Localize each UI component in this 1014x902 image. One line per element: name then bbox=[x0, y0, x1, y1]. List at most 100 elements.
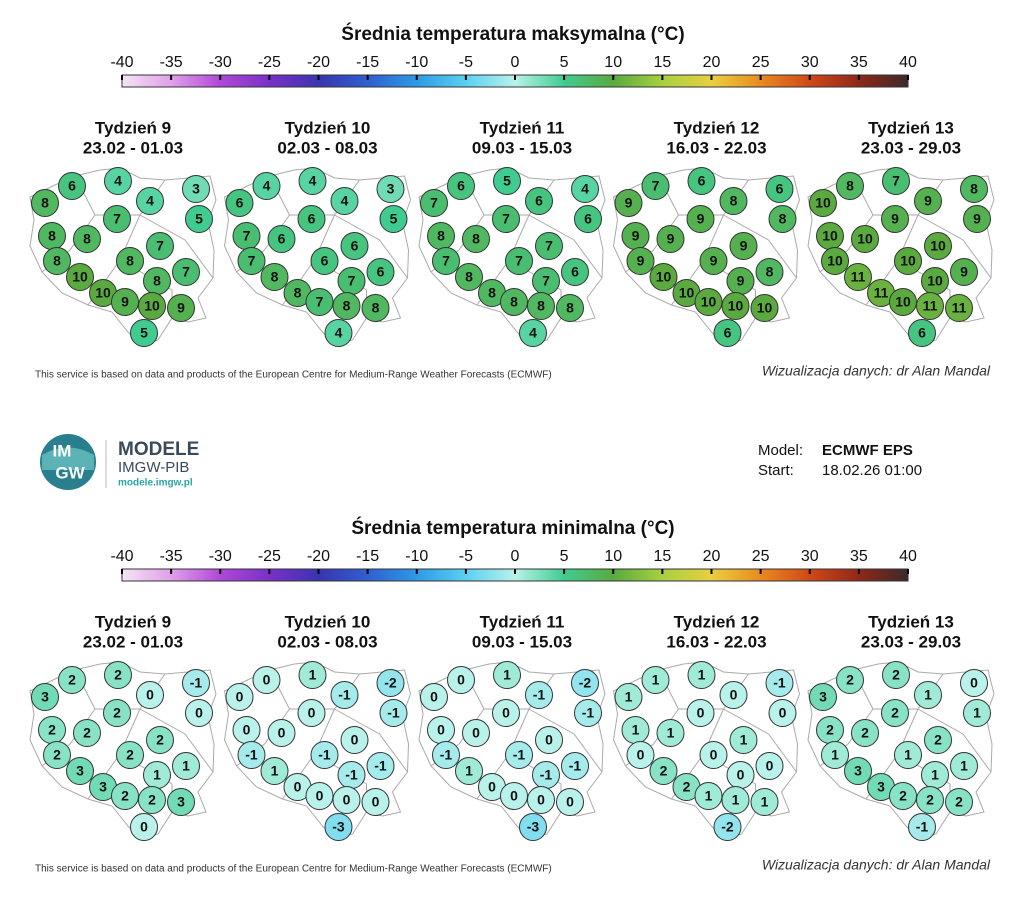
week-dates: 09.03 - 15.03 bbox=[472, 632, 572, 651]
value-label: 8 bbox=[510, 294, 518, 310]
value-circle bbox=[687, 661, 716, 689]
value-circle bbox=[908, 319, 936, 347]
value-circle bbox=[889, 782, 917, 810]
colorbar-tick-label: -10 bbox=[405, 548, 428, 565]
value-label: 10 bbox=[930, 238, 946, 254]
colorbar-tick-label: 25 bbox=[752, 548, 770, 565]
value-label: 1 bbox=[931, 767, 939, 783]
panel-title: Średnia temperatura maksymalna (°C) bbox=[341, 23, 684, 45]
value-label: -1 bbox=[387, 705, 400, 721]
value-label: 0 bbox=[637, 747, 645, 763]
value-label: 0 bbox=[566, 794, 574, 810]
value-circle bbox=[963, 205, 991, 233]
value-circle bbox=[297, 205, 326, 233]
start: 18.02.26 01:00 bbox=[822, 462, 922, 479]
colorbar-tick-label: -10 bbox=[405, 54, 428, 71]
value-circle bbox=[656, 225, 685, 253]
value-label: 3 bbox=[854, 763, 862, 779]
value-label: 7 bbox=[442, 253, 450, 269]
value-circle bbox=[116, 741, 144, 769]
value-circle bbox=[462, 225, 490, 253]
value-label: 1 bbox=[625, 689, 633, 705]
value-circle bbox=[310, 247, 339, 275]
value-label: 10 bbox=[927, 273, 943, 289]
value-label: 4 bbox=[581, 181, 589, 197]
value-circle bbox=[719, 187, 748, 215]
value-label: 1 bbox=[667, 725, 675, 741]
value-label: 8 bbox=[730, 193, 738, 209]
value-circle bbox=[881, 205, 909, 233]
value-circle bbox=[252, 172, 281, 200]
value-circle bbox=[237, 247, 266, 275]
logo-wave bbox=[42, 447, 94, 470]
value-label: 0 bbox=[472, 725, 480, 741]
value-circle bbox=[641, 666, 670, 694]
value-label: 0 bbox=[430, 689, 438, 705]
value-label: 7 bbox=[316, 294, 324, 310]
value-circle bbox=[729, 726, 758, 754]
value-label: 8 bbox=[53, 253, 61, 269]
value-label: 8 bbox=[271, 269, 279, 285]
value-circle bbox=[447, 172, 475, 200]
colorbar-tick-label: 0 bbox=[511, 548, 520, 565]
value-circle bbox=[571, 669, 599, 697]
value-label: 6 bbox=[351, 238, 359, 254]
value-circle bbox=[111, 782, 139, 810]
value-label: 8 bbox=[437, 228, 445, 244]
value-circle bbox=[493, 661, 521, 689]
colorbar-tick-label: -35 bbox=[160, 548, 183, 565]
colorbar-tick-label: 35 bbox=[850, 54, 868, 71]
value-label: 7 bbox=[156, 238, 164, 254]
colorbar-tick-label: 25 bbox=[752, 54, 770, 71]
value-circle bbox=[66, 757, 94, 785]
value-label: 8 bbox=[566, 300, 574, 316]
value-circle bbox=[768, 699, 797, 727]
week-dates: 02.03 - 08.03 bbox=[277, 632, 377, 651]
value-circle bbox=[914, 187, 942, 215]
value-circle bbox=[881, 699, 909, 727]
value-circle bbox=[626, 247, 655, 275]
value-label: 3 bbox=[387, 181, 395, 197]
value-circle bbox=[340, 232, 369, 260]
value-circle bbox=[527, 292, 555, 320]
value-label: 7 bbox=[243, 228, 251, 244]
value-circle bbox=[851, 719, 879, 747]
value-label: 2 bbox=[846, 672, 854, 688]
value-label: 6 bbox=[377, 264, 385, 280]
value-label: 6 bbox=[584, 211, 592, 227]
value-label: 10 bbox=[757, 300, 773, 316]
value-circle bbox=[851, 225, 879, 253]
value-circle bbox=[298, 167, 327, 195]
value-label: 10 bbox=[679, 285, 695, 301]
value-label: -2 bbox=[579, 675, 592, 691]
colorbar-tick-label: -5 bbox=[459, 54, 473, 71]
value-label: 7 bbox=[892, 173, 900, 189]
value-circle bbox=[614, 683, 643, 711]
value-circle bbox=[260, 757, 289, 785]
value-circle bbox=[330, 681, 359, 709]
week-dates: 02.03 - 08.03 bbox=[277, 138, 377, 157]
value-label: 1 bbox=[761, 794, 769, 810]
value-label: 0 bbox=[294, 779, 302, 795]
value-circle bbox=[894, 247, 922, 275]
colorbar-tick-label: -25 bbox=[258, 54, 281, 71]
value-circle bbox=[136, 187, 164, 215]
value-label: 6 bbox=[68, 178, 76, 194]
value-label: -1 bbox=[569, 758, 582, 774]
value-circle bbox=[146, 232, 174, 260]
value-label: 0 bbox=[488, 779, 496, 795]
value-circle bbox=[556, 294, 584, 322]
value-label: -3 bbox=[527, 819, 540, 835]
value-label: 0 bbox=[730, 687, 738, 703]
value-label: 7 bbox=[542, 273, 550, 289]
value-label: 5 bbox=[195, 211, 203, 227]
value-circle bbox=[111, 288, 139, 316]
value-label: 6 bbox=[724, 325, 732, 341]
week-title: Tydzień 11 bbox=[480, 612, 565, 631]
value-circle bbox=[960, 175, 988, 203]
value-circle bbox=[686, 699, 715, 727]
value-label: 9 bbox=[960, 264, 968, 280]
value-label: 9 bbox=[177, 300, 185, 316]
value-label: -1 bbox=[318, 747, 331, 763]
value-label: 3 bbox=[877, 779, 885, 795]
